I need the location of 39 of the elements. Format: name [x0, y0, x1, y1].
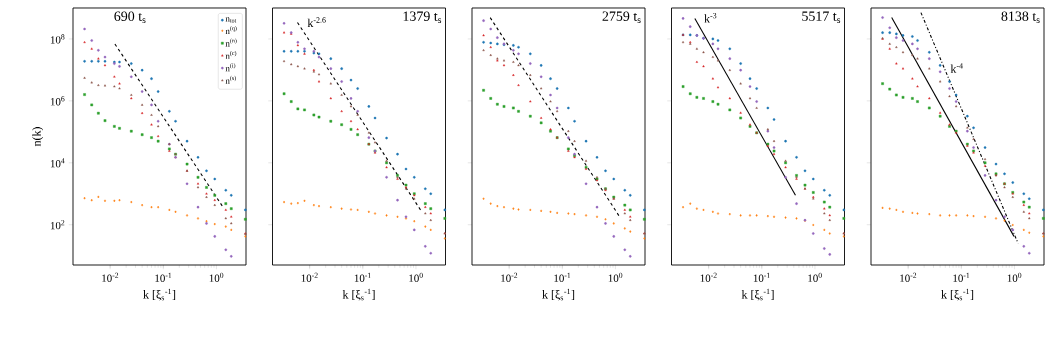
x-tick-label: 10$^{-2}$ — [301, 272, 318, 282]
x-tick-label: 10$^{0}$ — [808, 272, 822, 282]
x-tick-label: 10$^{-1}$ — [753, 272, 770, 282]
legend-label: n$^{(i)}$ — [225, 63, 236, 72]
annotation: k$^{-4}$ — [950, 63, 963, 73]
x-tick-label: 10$^{-2}$ — [700, 272, 717, 282]
x-tick-label: 10$^{0}$ — [608, 272, 623, 282]
x-tick-label: 10$^{-1}$ — [953, 272, 970, 282]
x-tick-label: 10$^{0}$ — [1007, 272, 1022, 282]
x-tick-label: 10$^{-2}$ — [501, 272, 518, 282]
legend-label: n$^{(s)}$ — [225, 75, 236, 84]
annotation: 5517 t$_{s}$ — [802, 11, 841, 23]
x-axis-title: k [ξ$_{s}$$^{-1}$] — [941, 288, 974, 301]
annotation: k$^{-2.6}$ — [307, 17, 326, 27]
x-tick-label: 10$^{-1}$ — [155, 272, 172, 282]
x-tick-label: 10$^{-1}$ — [354, 272, 371, 282]
y-tick-label: 10$^{6}$ — [50, 96, 65, 106]
x-tick-label: 10$^{-1}$ — [554, 272, 571, 282]
legend-label: n$_{tot}$ — [225, 17, 237, 23]
legend-label: n$^{(c)}$ — [225, 50, 237, 59]
x-axis-title: k [ξ$_{s}$$^{-1}$] — [542, 288, 575, 301]
legend-label: n$^{(q)}$ — [225, 26, 237, 34]
x-axis-title: k [ξ$_{s}$$^{-1}$] — [741, 288, 774, 301]
legend-label: n$^{(n)}$ — [225, 38, 237, 47]
annotation: 8138 t$_{s}$ — [1001, 11, 1040, 24]
y-axis-title: n(k) — [32, 127, 44, 147]
x-tick-label: 10$^{0}$ — [409, 272, 423, 282]
annotation: 1379 t$_{s}$ — [403, 11, 442, 23]
x-tick-label: 10$^{0}$ — [209, 272, 224, 282]
x-axis-title: k [ξ$_{s}$$^{-1}$] — [143, 288, 176, 301]
x-axis-title: k [ξ$_{s}$$^{-1}$] — [342, 288, 375, 301]
x-tick-label: 10$^{-2}$ — [102, 272, 119, 282]
y-tick-label: 10$^{8}$ — [50, 34, 65, 44]
x-tick-label: 10$^{-2}$ — [900, 272, 917, 282]
y-tick-label: 10$^{4}$ — [50, 158, 65, 168]
annotation: 2759 t$_{s}$ — [602, 11, 641, 23]
annotation: 690 t$_{s}$ — [114, 11, 146, 24]
y-tick-label: 10$^{2}$ — [50, 220, 65, 230]
annotation: k$^{-3}$ — [704, 12, 717, 23]
